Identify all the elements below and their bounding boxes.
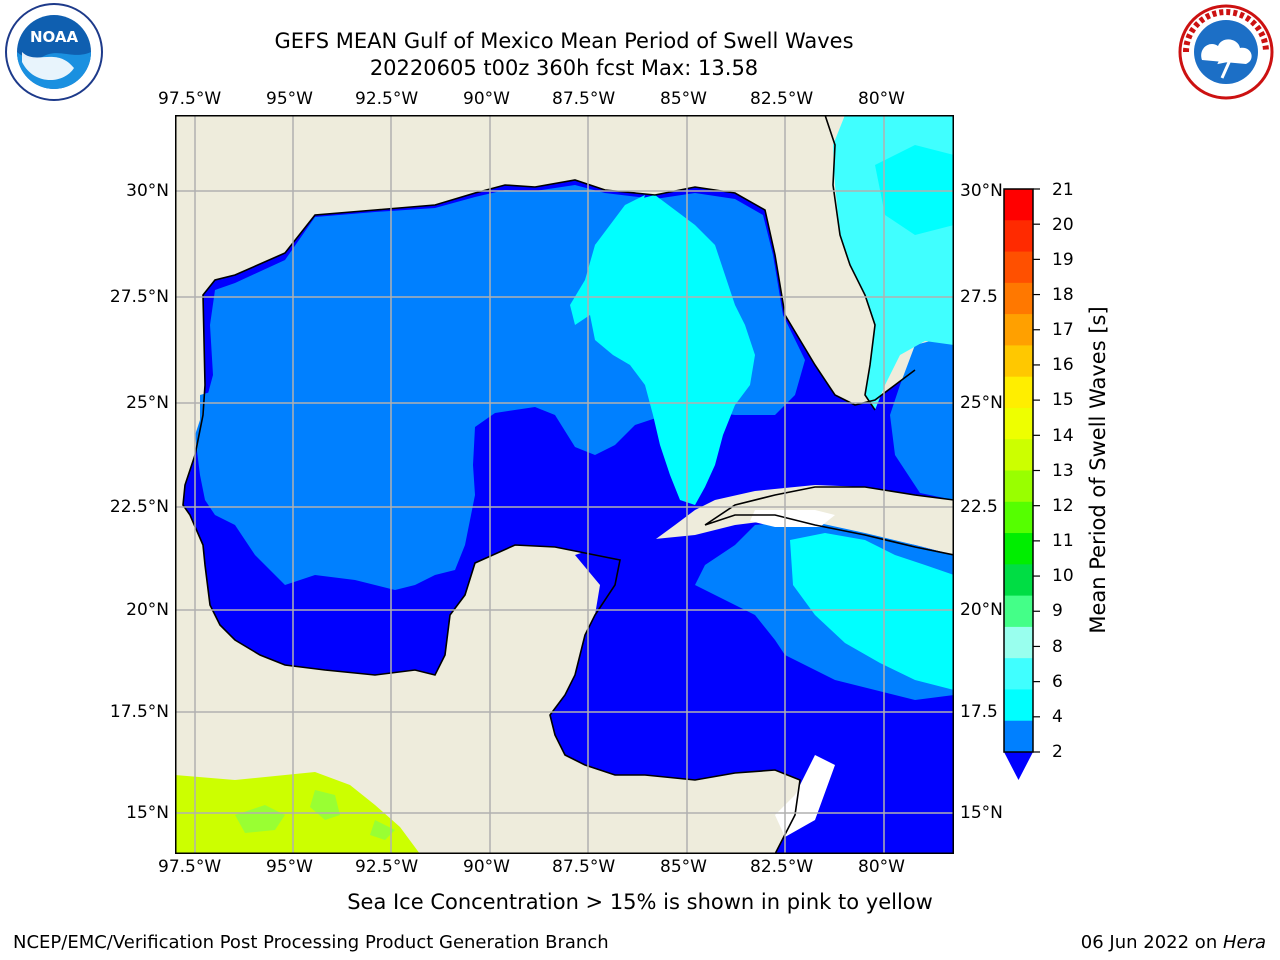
colorbar-tick-label: 10 [1052, 566, 1074, 586]
map-frame [175, 115, 954, 854]
gulf-map [175, 115, 954, 854]
cyan-plume-gulf-north [595, 195, 645, 245]
colorbar-block [1004, 501, 1033, 534]
lon-label-bottom: 92.5°W [355, 857, 419, 877]
lon-label-bottom: 82.5°W [750, 857, 814, 877]
lat-label-right: 27.5 [960, 287, 998, 307]
colorbar-block [1004, 345, 1033, 378]
footer-date: 06 Jun 2022 on [1080, 932, 1223, 953]
coast-florida [824, 115, 876, 411]
lon-label-top: 90°W [463, 89, 510, 109]
nws-logo [1178, 4, 1274, 100]
noaa-logo: NOAA [5, 3, 103, 101]
lat-label-left: 30°N [126, 181, 169, 201]
lon-label-bottom: 97.5°W [158, 857, 222, 877]
map-subtitle: 20220605 t00z 360h fcst Max: 13.58 [369, 56, 759, 80]
white-gap-east [775, 755, 835, 837]
lat-label-right: 15°N [960, 803, 1003, 823]
colorbar-block [1004, 314, 1033, 346]
lat-label-left: 25°N [126, 393, 169, 413]
colorbar-blocks [1004, 189, 1033, 753]
pacific-green-spots [235, 790, 395, 840]
colorbar-tick-label: 2 [1052, 742, 1063, 762]
colorbar-block [1004, 689, 1033, 722]
atlantic-cyan-patch [875, 145, 954, 235]
lat-label-left: 17.5°N [109, 702, 169, 722]
footer-branch: NCEP/EMC/Verification Post Processing Pr… [13, 932, 609, 953]
colorbar-tick-label: 11 [1052, 531, 1074, 551]
lat-label-right: 22.5 [960, 497, 998, 517]
colorbar-tick-label: 21 [1052, 180, 1074, 200]
colorbar-tick-label: 13 [1052, 461, 1074, 481]
colorbar-block [1004, 470, 1033, 503]
colorbar-tick-label: 16 [1052, 355, 1074, 375]
cyan-plume-gulf [570, 195, 755, 505]
colorbar-block [1004, 658, 1033, 690]
colorbar-frame [1003, 188, 1034, 753]
coast-gulf [202, 179, 916, 406]
sea-ice-note: Sea Ice Concentration > 15% is shown in … [347, 890, 933, 914]
coast-cuba [704, 486, 954, 556]
colorbar-tick-label: 8 [1052, 637, 1063, 657]
colorbar-tick-label: 20 [1052, 215, 1074, 235]
colorbar-block [1004, 376, 1033, 409]
lat-label-left: 27.5°N [109, 287, 169, 307]
colorbar-block [1004, 564, 1033, 597]
lon-label-top: 80°W [858, 89, 905, 109]
lon-label-bottom: 85°W [660, 857, 707, 877]
colorbar-tick-label: 17 [1052, 320, 1074, 340]
colorbar-label: Mean Period of Swell Waves [s] [1086, 306, 1110, 634]
lon-label-bottom: 87.5°W [552, 857, 616, 877]
footer-run-info: 06 Jun 2022 on Hera [1081, 932, 1266, 953]
footer-machine: Hera [1222, 932, 1266, 953]
lat-label-left: 20°N [126, 600, 169, 620]
colorbar-block [1004, 720, 1033, 753]
lat-label-right: 20°N [960, 600, 1003, 620]
colorbar-block [1004, 595, 1033, 628]
lon-label-top: 87.5°W [552, 89, 616, 109]
colorbar-tick-label: 12 [1052, 496, 1074, 516]
colorbar-block [1004, 220, 1033, 253]
colorbar-tick-label: 18 [1052, 285, 1074, 305]
colorbar-block [1004, 626, 1033, 659]
map-title: GEFS MEAN Gulf of Mexico Mean Period of … [274, 29, 854, 53]
lon-label-top: 95°W [266, 89, 313, 109]
colorbar-block [1004, 282, 1033, 315]
colorbar-tick-label: 15 [1052, 390, 1074, 410]
lat-label-right: 25°N [960, 393, 1003, 413]
lon-label-top: 97.5°W [158, 89, 222, 109]
colorbar-block [1004, 439, 1033, 471]
colorbar-block [1004, 189, 1033, 221]
colorbar-tick-label: 9 [1052, 601, 1063, 621]
lat-label-left: 15°N [126, 803, 169, 823]
coast-mexico [182, 384, 801, 854]
colorbar-tick-label: 4 [1052, 707, 1063, 727]
colorbar-tick-label: 19 [1052, 250, 1074, 270]
colorbar-block [1004, 533, 1033, 565]
colorbar-block [1004, 407, 1033, 440]
colorbar-tick-label: 6 [1052, 672, 1063, 692]
lon-label-top: 92.5°W [355, 89, 419, 109]
noaa-logo-text: NOAA [30, 28, 79, 46]
lon-label-top: 82.5°W [750, 89, 814, 109]
sea-ice-note-wrap: Sea Ice Concentration > 15% is shown in … [0, 890, 1280, 914]
lat-label-left: 22.5°N [109, 497, 169, 517]
colorbar-extend-triangle [1004, 752, 1033, 780]
lon-label-bottom: 90°W [463, 857, 510, 877]
cyan-plume-caribbean [790, 533, 954, 690]
lon-label-bottom: 95°W [266, 857, 313, 877]
lat-label-right: 30°N [960, 181, 1003, 201]
colorbar-tick-label: 14 [1052, 426, 1074, 446]
colorbar-block [1004, 251, 1033, 284]
colorbar [1003, 188, 1040, 780]
coastlines [182, 115, 954, 854]
lat-label-right: 17.5 [960, 702, 998, 722]
colorbar-ticks [1033, 188, 1040, 753]
graticule [175, 115, 954, 854]
lon-label-bottom: 80°W [858, 857, 905, 877]
lon-label-top: 85°W [660, 89, 707, 109]
